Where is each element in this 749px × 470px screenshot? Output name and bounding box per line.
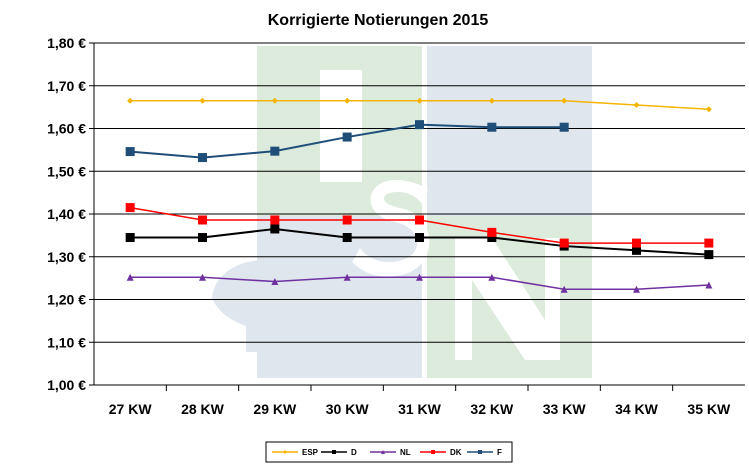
legend-item-nl: NL bbox=[370, 448, 411, 457]
series-dk bbox=[125, 203, 714, 248]
data-point-nl bbox=[560, 285, 568, 293]
y-axis-tick-labels: 1,00 € 1,10 € 1,20 € 1,30 € 1,40 € 1,50 € 1,60… bbox=[47, 35, 86, 393]
data-point-d bbox=[415, 233, 424, 243]
data-point-dk bbox=[198, 215, 207, 225]
y-tick-label: 1,00 € bbox=[47, 377, 86, 393]
y-tick-label: 1,80 € bbox=[47, 35, 86, 51]
legend-marker-nl bbox=[381, 450, 385, 454]
data-point-nl bbox=[271, 278, 279, 286]
data-point-dk bbox=[342, 215, 352, 225]
data-point-d bbox=[270, 224, 280, 234]
data-point-esp bbox=[344, 97, 351, 104]
data-point-d bbox=[342, 233, 352, 243]
x-tick-label: 28 KW bbox=[181, 401, 225, 417]
data-point-f bbox=[415, 120, 424, 130]
y-tick-label: 1,70 € bbox=[47, 78, 86, 94]
series-f bbox=[125, 120, 569, 163]
x-tick-label: 33 KW bbox=[543, 401, 587, 417]
legend-marker-esp bbox=[283, 450, 287, 454]
data-point-nl bbox=[705, 281, 713, 289]
x-tick-label: 34 KW bbox=[615, 401, 659, 417]
y-tick-label: 1,20 € bbox=[47, 292, 86, 308]
data-point-dk bbox=[487, 227, 497, 237]
data-point-d bbox=[632, 245, 641, 255]
data-point-esp bbox=[416, 97, 423, 104]
data-point-nl bbox=[199, 273, 206, 281]
legend-label-d: D bbox=[351, 448, 357, 457]
legend-label-dk: DK bbox=[450, 448, 462, 457]
data-point-nl bbox=[126, 273, 134, 281]
data-point-f bbox=[270, 146, 280, 156]
data-point-f bbox=[125, 147, 135, 157]
legend-marker-dk bbox=[431, 450, 435, 454]
data-point-d bbox=[198, 233, 207, 243]
data-point-esp bbox=[633, 101, 640, 108]
legend-item-d: D bbox=[321, 448, 357, 457]
axes bbox=[93, 43, 745, 391]
data-point-f bbox=[487, 122, 497, 132]
data-point-esp bbox=[127, 97, 134, 104]
data-point-d bbox=[704, 250, 714, 260]
data-point-esp bbox=[199, 97, 206, 104]
series-nl bbox=[126, 273, 713, 293]
x-tick-label: 32 KW bbox=[470, 401, 514, 417]
data-point-dk bbox=[270, 215, 280, 225]
data-point-nl bbox=[633, 285, 640, 293]
legend-label-esp: ESP bbox=[302, 448, 319, 457]
data-point-f bbox=[198, 153, 207, 163]
y-tick-label: 1,30 € bbox=[47, 249, 86, 265]
data-point-dk bbox=[125, 203, 135, 213]
data-point-esp bbox=[705, 106, 712, 113]
legend: ESP D NL DK F bbox=[265, 441, 513, 463]
chart-title: Korrigierte Notierungen 2015 bbox=[268, 12, 489, 29]
data-point-d bbox=[125, 233, 135, 243]
data-point-esp bbox=[488, 97, 495, 104]
data-point-d bbox=[487, 233, 497, 243]
y-tick-label: 1,60 € bbox=[47, 121, 86, 137]
data-point-nl bbox=[488, 273, 496, 281]
legend-item-f: F bbox=[467, 448, 502, 457]
legend-label-f: F bbox=[497, 448, 502, 457]
x-tick-label: 30 KW bbox=[326, 401, 370, 417]
data-point-esp bbox=[271, 97, 278, 104]
x-tick-label: 31 KW bbox=[398, 401, 442, 417]
data-point-nl bbox=[416, 273, 423, 281]
y-tick-label: 1,10 € bbox=[47, 334, 86, 350]
data-point-dk bbox=[559, 238, 569, 248]
legend-marker-d bbox=[332, 450, 336, 454]
legend-item-dk: DK bbox=[420, 448, 462, 457]
grid-lines bbox=[89, 42, 745, 386]
data-point-esp bbox=[561, 97, 568, 104]
series-esp bbox=[127, 97, 712, 113]
data-point-nl bbox=[343, 273, 351, 281]
legend-label-nl: NL bbox=[400, 448, 411, 457]
isn-watermark-logo bbox=[212, 46, 592, 378]
x-tick-label: 29 KW bbox=[253, 401, 297, 417]
x-tick-label: 27 KW bbox=[109, 401, 153, 417]
legend-marker-f bbox=[478, 450, 482, 454]
y-tick-label: 1,50 € bbox=[47, 163, 86, 179]
data-point-dk bbox=[415, 215, 424, 225]
y-tick-label: 1,40 € bbox=[47, 206, 86, 222]
data-point-dk bbox=[704, 238, 714, 248]
data-point-f bbox=[559, 122, 569, 132]
legend-item-esp: ESP bbox=[272, 448, 319, 457]
data-point-f bbox=[342, 132, 352, 142]
x-tick-label: 35 KW bbox=[687, 401, 731, 417]
data-point-dk bbox=[632, 238, 641, 248]
series-group bbox=[125, 97, 714, 293]
x-axis-tick-labels: 27 KW 28 KW 29 KW 30 KW 31 KW 32 KW 33 KW 34 KW… bbox=[109, 401, 731, 417]
